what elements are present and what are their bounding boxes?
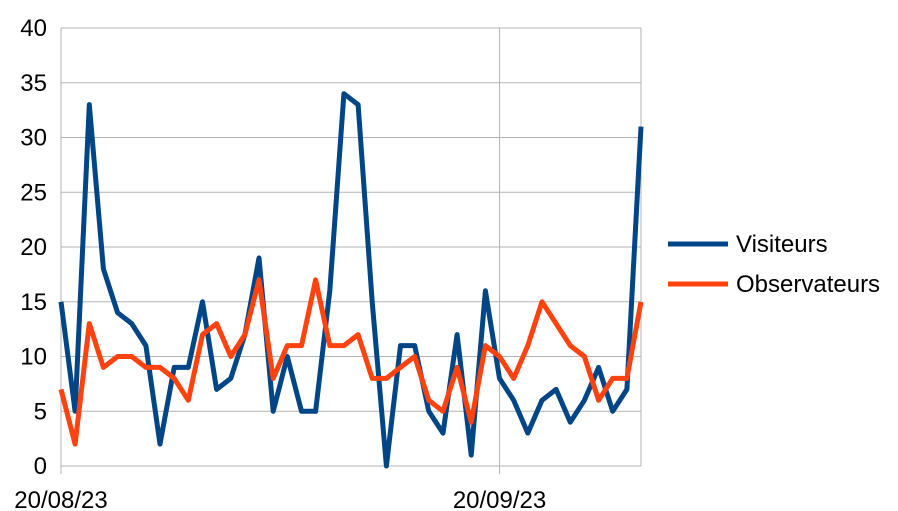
y-tick-label: 40 xyxy=(20,15,47,42)
axes xyxy=(60,28,641,474)
y-tick-label: 5 xyxy=(34,398,47,425)
series-line-visiteurs xyxy=(58,91,644,469)
series-lines xyxy=(58,91,644,469)
y-tick-label: 0 xyxy=(34,453,47,480)
gridlines xyxy=(60,27,642,467)
y-tick-label: 15 xyxy=(20,289,47,316)
y-tick-label: 10 xyxy=(20,344,47,371)
x-tick-label: 20/08/23 xyxy=(14,487,107,511)
y-tick-label: 20 xyxy=(20,234,47,261)
y-tick-label: 30 xyxy=(20,125,47,152)
y-tick-label: 35 xyxy=(20,70,47,97)
x-tick-labels: 20/08/23 20/09/23 xyxy=(14,487,546,511)
y-tick-labels: 0 5 10 15 20 25 30 35 40 xyxy=(20,15,47,480)
x-tick-label: 20/09/23 xyxy=(453,487,546,511)
series-line-observateurs xyxy=(58,277,644,447)
legend-label: Observateurs xyxy=(736,271,880,298)
y-tick-label: 25 xyxy=(20,179,47,206)
legend: Visiteurs Observateurs xyxy=(668,231,880,298)
legend-label: Visiteurs xyxy=(736,231,828,258)
